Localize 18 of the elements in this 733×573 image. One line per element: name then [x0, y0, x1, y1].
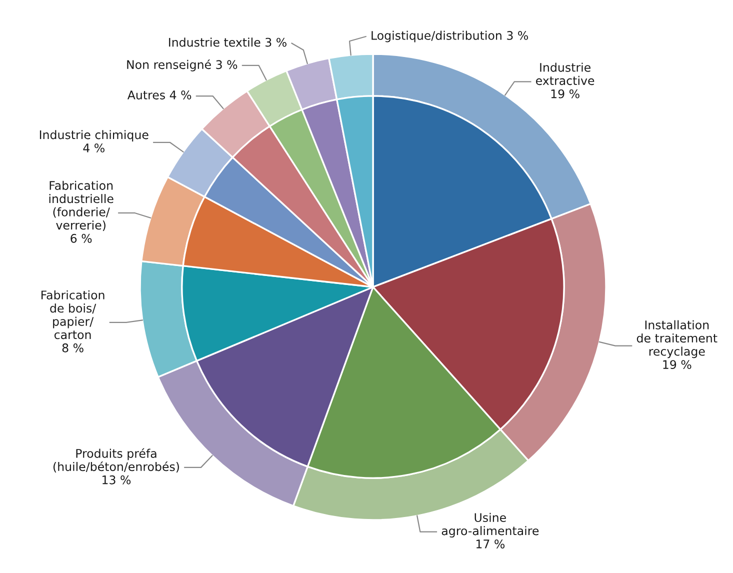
text: 8 %: [62, 343, 84, 352]
text: 6 %: [70, 234, 92, 243]
slice-label: Fabrication de bois/ papier/ carton: [42, 290, 104, 340]
slice-label: Industrie chimique: [40, 130, 148, 142]
category-label: Industrie textile 3 %: [169, 38, 286, 47]
slice-label: Industrie extractive: [536, 62, 594, 86]
slice-label: Usine agro-alimentaire: [442, 512, 539, 538]
text: 4 %: [83, 143, 104, 152]
text: 13 %: [102, 475, 131, 484]
category-label: Logistique/distribution 3 %: [372, 30, 528, 42]
text: 17 %: [476, 540, 505, 548]
category-label: Non renseigné 3 %: [127, 59, 238, 72]
slice-label: Fabrication industrielle (fonderie/ verrerie): [49, 180, 114, 232]
slice-label: Installation de traitement recyclage: [636, 320, 718, 358]
category-label: Autres 4 %: [127, 90, 192, 100]
text: 19 %: [663, 360, 692, 370]
text: 19 %: [551, 89, 580, 98]
slice-label: Produits préfa (huile/béton/enrobés): [53, 448, 179, 472]
